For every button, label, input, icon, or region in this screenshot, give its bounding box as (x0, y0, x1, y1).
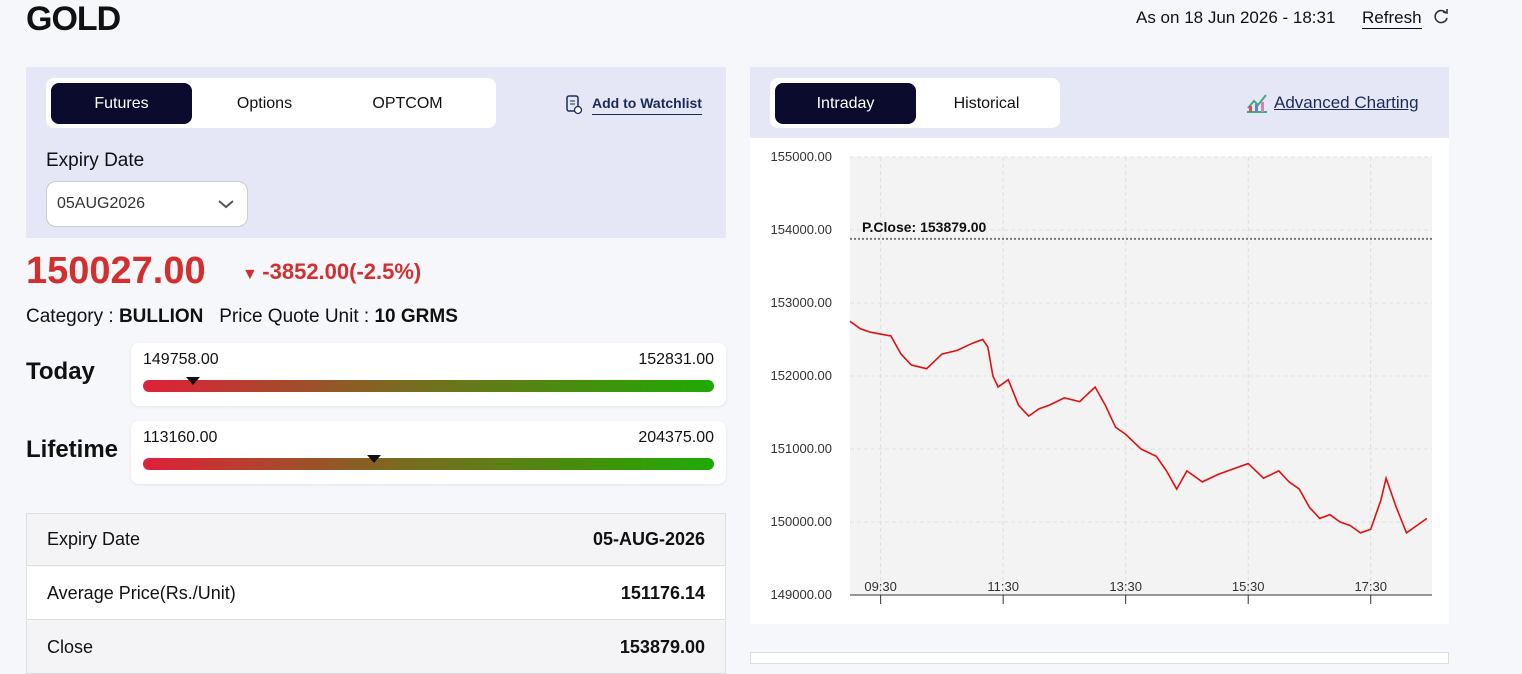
range-card: 113160.00 204375.00 (131, 421, 726, 484)
range-card: 149758.00 152831.00 (131, 343, 726, 406)
x-tick-label: 11:30 (987, 579, 1019, 594)
row-value: 153879.00 (619, 636, 705, 657)
down-arrow: ▼ (242, 266, 263, 283)
refresh-icon[interactable] (1432, 7, 1450, 25)
price-change: ▼ -3852.00(-2.5%) (242, 259, 421, 285)
table-row: Close 153879.00 (26, 621, 726, 674)
range-label: Today (26, 358, 95, 385)
tab[interactable]: Options (236, 94, 293, 112)
category-label: Category : (26, 306, 114, 327)
range-high: 152831.00 (638, 351, 714, 368)
intraday-chart: 149000.00 150000.00 151000.00 152000.00 1530… (750, 138, 1449, 624)
y-tick-label: 150000.00 (771, 514, 832, 529)
range-high: 204375.00 (638, 429, 714, 446)
x-tick-label: 15:30 (1232, 579, 1265, 594)
expiry-value: 05AUG2026 (57, 195, 146, 212)
reference-label: P.Close: 153879.00 (862, 219, 986, 235)
price-line (849, 320, 1428, 535)
next-panel (750, 652, 1449, 664)
tab-bar: Futures Options OPTCOM (46, 78, 496, 128)
y-tick-label: 154000.00 (771, 222, 832, 237)
as-on: As on 18 Jun 2026 - 18:31 (1136, 8, 1336, 27)
range-low: 113160.00 (143, 429, 218, 446)
x-tick-label: 09:30 (864, 579, 897, 594)
advanced-charting[interactable]: Advanced Charting (1274, 93, 1419, 112)
range-bar (143, 458, 714, 470)
expiry-select[interactable]: 05AUG2026 (46, 181, 248, 227)
chart-icon[interactable] (1245, 92, 1269, 114)
watchlist-icon[interactable] (565, 95, 583, 115)
row-value: 151176.14 (620, 582, 705, 603)
y-tick-label: 153000.00 (771, 295, 832, 310)
x-tick-label: 13:30 (1109, 579, 1142, 594)
tab[interactable]: Historical (953, 94, 1020, 112)
meta-line: Category : BULLION Price Quote Unit : 10… (26, 306, 458, 328)
range-bar (143, 380, 714, 392)
x-tick-label: 17:30 (1354, 579, 1387, 594)
y-tick-label: 151000.00 (771, 441, 832, 456)
range-low: 149758.00 (143, 351, 219, 368)
tab[interactable]: OPTCOM (372, 94, 443, 112)
category: BULLION (118, 306, 204, 327)
price: 150027.00 (26, 250, 206, 292)
add-to-watchlist[interactable]: Add to Watchlist (592, 95, 702, 115)
refresh[interactable]: Refresh (1362, 8, 1422, 29)
tab[interactable]: Futures (51, 83, 192, 124)
change-text: -3852.00(-2.5%) (262, 259, 422, 284)
table-row: Average Price(Rs./Unit) 151176.14 (26, 567, 726, 620)
tab[interactable]: Intraday (775, 83, 916, 124)
range-marker (185, 377, 200, 385)
dropdown-arrow (218, 200, 234, 209)
chart-tab-bar: Intraday Historical (770, 78, 1060, 128)
y-tick-label: 155000.00 (771, 149, 832, 164)
unit-label: Price Quote Unit : (219, 306, 370, 327)
row-label: Expiry Date (47, 529, 141, 549)
unit: 10 GRMS (374, 306, 458, 327)
row-label: Close (47, 636, 94, 657)
range-label: Lifetime (26, 436, 119, 463)
range-marker (366, 455, 381, 463)
table-row: Expiry Date 05-AUG-2026 (26, 513, 726, 566)
row-value: 05-AUG-2026 (592, 529, 705, 549)
row-label: Average Price(Rs./Unit) (47, 582, 236, 603)
expiry-label: Expiry Date (46, 150, 145, 171)
y-tick-label: 149000.00 (771, 587, 832, 602)
page-title: GOLD (26, 0, 121, 38)
y-tick-label: 152000.00 (771, 368, 832, 383)
